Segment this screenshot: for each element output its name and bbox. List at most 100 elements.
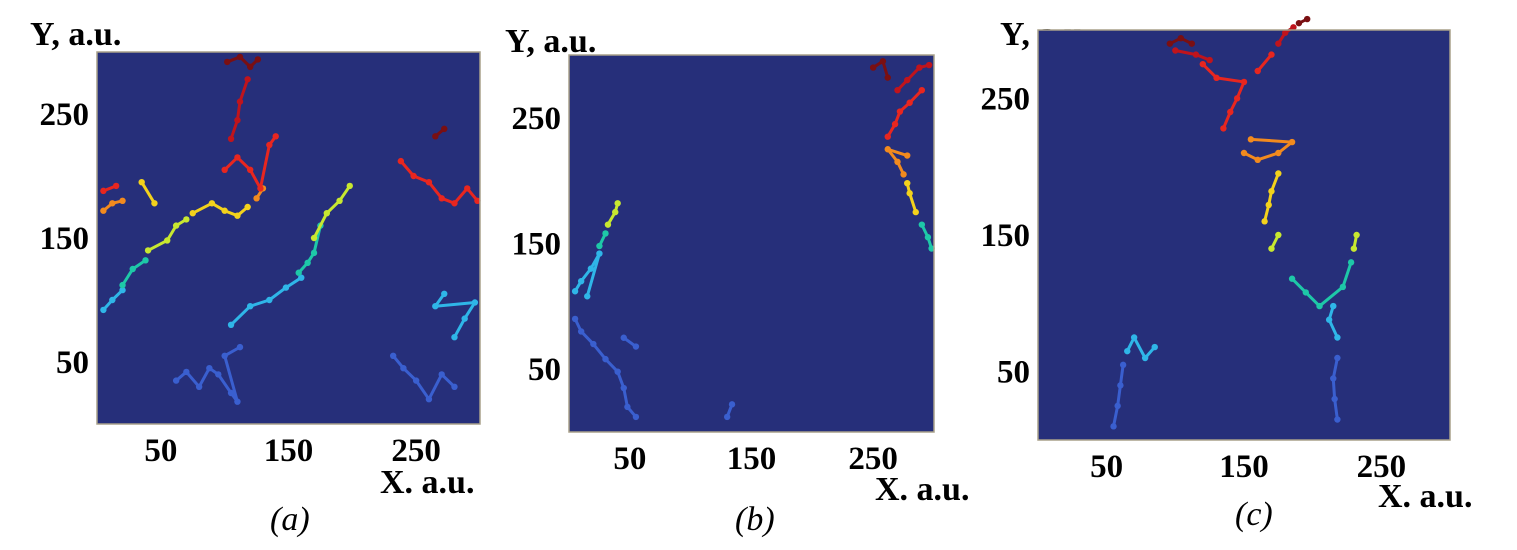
data-point <box>1177 35 1185 42</box>
data-point <box>1302 289 1309 296</box>
data-point <box>620 384 627 392</box>
series-9 <box>138 179 251 219</box>
data-point <box>596 242 603 250</box>
x-tick-label: 150 <box>727 441 777 477</box>
data-point <box>1188 40 1196 47</box>
data-point <box>906 190 913 197</box>
data-point <box>869 64 877 71</box>
data-point <box>1268 51 1275 58</box>
trace-segment <box>452 317 467 339</box>
data-point <box>604 221 612 228</box>
trace-segment <box>886 147 909 158</box>
trace-segment <box>267 286 288 302</box>
trace-segment <box>399 159 416 178</box>
data-point <box>884 133 891 140</box>
data-point <box>282 284 290 291</box>
data-point <box>928 245 935 252</box>
series-4 <box>918 221 935 252</box>
data-point <box>183 368 190 376</box>
trace-segment <box>1112 404 1120 428</box>
data-point <box>891 120 899 128</box>
data-point <box>224 58 231 66</box>
data-point <box>1268 245 1275 252</box>
data-point <box>612 208 619 216</box>
data-point <box>1347 259 1355 266</box>
data-point <box>310 249 318 257</box>
y-axis-title: Y, a.u. <box>30 16 121 53</box>
data-point <box>1282 29 1289 36</box>
plot-frame <box>1037 29 1451 441</box>
data-point <box>464 185 471 192</box>
y-axis-title: Y, a.u. <box>505 23 596 60</box>
data-point <box>1124 347 1131 355</box>
data-point <box>236 343 244 351</box>
series-1 <box>227 274 305 328</box>
data-point <box>577 278 585 285</box>
data-point <box>227 135 235 142</box>
data-point <box>1334 354 1341 362</box>
series-12 <box>227 76 251 142</box>
data-point <box>918 221 926 228</box>
trace-segment <box>146 238 169 252</box>
data-point <box>221 352 228 359</box>
data-point <box>215 371 222 378</box>
data-point <box>195 383 203 390</box>
series-4 <box>389 352 458 403</box>
data-point <box>1265 201 1272 209</box>
x-axis-title: X. a.u. <box>380 464 474 501</box>
series-7 <box>119 257 149 289</box>
data-point <box>441 290 448 297</box>
data-point <box>1261 218 1268 225</box>
data-point <box>119 281 126 289</box>
panel-a: Y, a.u. 50 150 250 50 150 250 X. a.u. (a) <box>30 16 481 538</box>
trace-segment <box>1327 318 1339 339</box>
x-tick-label: 50 <box>1090 449 1123 485</box>
data-point <box>295 269 302 276</box>
series-8 <box>1166 15 1311 47</box>
data-point <box>247 166 254 173</box>
data-point <box>1331 395 1338 403</box>
trace-segment <box>216 372 233 395</box>
data-point <box>587 265 595 272</box>
data-point <box>100 207 107 214</box>
data-point <box>904 152 911 159</box>
series-7 <box>1172 24 1297 64</box>
data-point <box>1334 416 1341 423</box>
data-point <box>432 133 439 140</box>
trace-segment <box>197 366 211 389</box>
data-point <box>346 182 353 190</box>
data-point <box>1166 40 1174 47</box>
data-point <box>451 334 458 341</box>
data-point <box>1275 40 1282 47</box>
data-point <box>918 86 926 94</box>
y-ticks: 50 150 250 <box>981 81 1031 390</box>
x-tick-label: 150 <box>264 433 314 469</box>
trace-segment <box>1215 76 1246 84</box>
data-point <box>924 234 932 241</box>
data-point <box>244 76 251 83</box>
data-point <box>221 166 228 173</box>
trace-segment <box>585 252 601 298</box>
series-13 <box>224 53 448 140</box>
data-point <box>227 321 235 328</box>
y-tick-label: 150 <box>40 221 90 257</box>
data-point <box>624 403 631 411</box>
data-point <box>723 413 731 421</box>
data-point <box>234 212 241 219</box>
y-tick-label: 250 <box>512 101 562 137</box>
data-point <box>119 197 126 204</box>
x-tick-label: 50 <box>613 441 646 477</box>
series-0 <box>1110 354 1341 430</box>
data-point <box>304 259 311 266</box>
trace-segment <box>1256 53 1273 73</box>
x-ticks: 50 150 250 <box>613 441 898 477</box>
trace-segment <box>1173 49 1198 57</box>
data-point <box>461 315 468 322</box>
data-point <box>310 234 318 242</box>
trace-segment <box>1341 260 1353 289</box>
data-point <box>894 86 901 94</box>
data-point <box>884 74 891 81</box>
data-point <box>906 99 913 106</box>
panel-b: Y, a.u. 50 150 250 50 150 250 X. a.u. (b) <box>505 23 969 538</box>
panel-caption: (b) <box>735 501 775 538</box>
